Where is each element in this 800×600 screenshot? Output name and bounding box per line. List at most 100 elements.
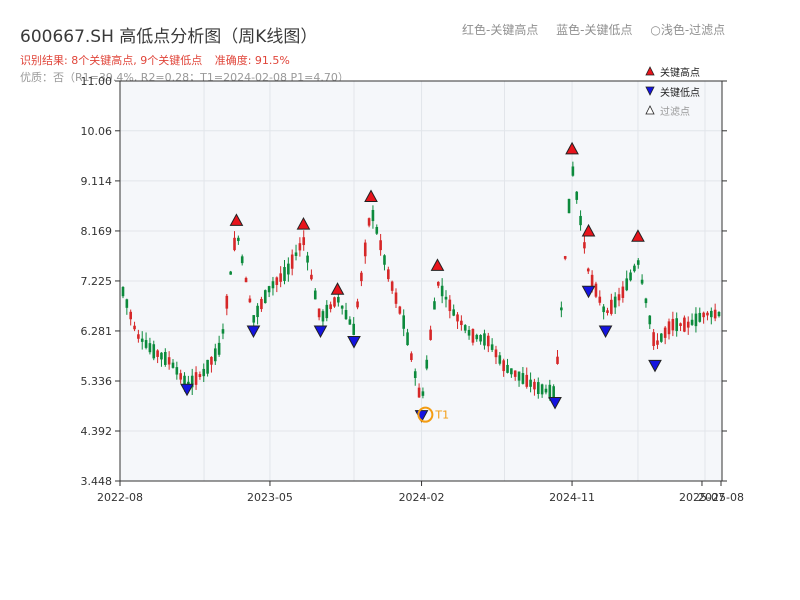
candle-body [640,279,644,284]
candle-body [140,338,144,342]
candle-body [210,356,213,365]
axes: 3.448 4.392 5.336 6.281 7.225 8.169 9.114 10.06… [81,75,744,504]
candle-body [636,260,640,265]
candle-body [333,297,336,307]
candle-body [267,286,271,293]
markers: T1 [180,141,662,423]
candle-body [417,387,421,398]
candle-body [494,349,498,358]
candle-body [206,359,209,374]
candle-body [648,315,652,325]
candle-body [452,309,455,316]
candle-body [367,218,371,226]
candle-body [467,329,471,336]
y-tick-label: 8.169 [81,225,113,238]
x-tick-label: 2025-08 [698,491,744,504]
candle-body [340,305,344,309]
key-low-marker [347,336,361,349]
candles [121,161,721,406]
candle-body [521,373,525,384]
candle-body [475,334,479,340]
legend-filtered-marker [645,105,655,115]
candle-body [575,191,579,200]
legend-key-high: 红色-关键高点 [462,23,539,37]
candle-body [260,298,263,310]
x-tick-label: 2024-11 [549,491,595,504]
candle-body [244,277,248,283]
candle-body [483,333,486,346]
chart-title: 600667.SH 高低点分析图（周K线图） [20,27,318,47]
candle-body [387,269,390,280]
y-tick-label: 10.06 [81,125,113,138]
legend-high-marker [645,66,655,76]
key-low-marker [313,325,328,338]
x-tick-label: 2025-07 [679,491,725,504]
candle-body [694,313,698,327]
candle-body [375,226,379,234]
candle-body [271,281,275,289]
candle-body [337,296,340,303]
candle-body [240,256,244,264]
candle-body [202,368,206,377]
candle-body [613,296,617,308]
candle-body [344,310,348,320]
candle-body [394,292,398,304]
y-tick-label: 6.281 [81,325,113,338]
candle-body [263,290,267,304]
candle-body [560,307,563,311]
candle-body [229,271,232,275]
candle-body [167,357,171,365]
t1-label: T1 [434,409,449,422]
candle-body [317,308,321,318]
key-low-marker [548,396,562,410]
legend-high-label: 关键高点 [660,66,700,79]
candle-body [437,281,440,286]
candle-body [321,311,325,322]
y-tick-label: 9.114 [81,175,113,188]
candle-body [175,367,179,375]
candle-body [121,287,125,297]
candle-body [498,355,502,364]
legend-low-marker [645,86,655,96]
candle-body [129,311,132,320]
key-low-marker [648,359,662,373]
candle-body [279,273,282,282]
candle-body [379,240,382,251]
key-low-marker [598,325,613,338]
key-low-marker [180,383,194,397]
candle-body [413,371,417,378]
key-high-marker [430,258,445,271]
candle-body [160,352,163,360]
candle-body [463,325,467,331]
candle-body [544,388,548,393]
candle-body [356,301,359,308]
candle-body [671,318,675,331]
key-low-marker [246,325,261,338]
candle-body [563,256,567,259]
candle-body [713,309,717,319]
candle-body [194,372,198,385]
result-accuracy: 准确度: 91.5% [214,54,290,67]
y-tick-label: 4.392 [81,425,113,438]
candle-body [183,375,186,389]
x-tick-label: 2023-05 [247,491,293,504]
candle-body [594,283,598,297]
candle-body [675,318,679,332]
candle-body [448,299,452,312]
candle-body [556,356,559,364]
candle-body [329,304,332,310]
candle-body [248,298,252,303]
candle-body [371,209,375,222]
candle-body [644,298,648,304]
candle-body [133,325,136,330]
candle-body [667,321,671,335]
candle-body [717,312,721,317]
key-high-marker [229,213,244,226]
key-high-marker [364,189,378,203]
candle-body [144,340,148,348]
t1-circle [417,406,434,423]
candle-body [256,305,259,318]
candle-body [529,379,532,387]
candle-body [152,344,156,359]
